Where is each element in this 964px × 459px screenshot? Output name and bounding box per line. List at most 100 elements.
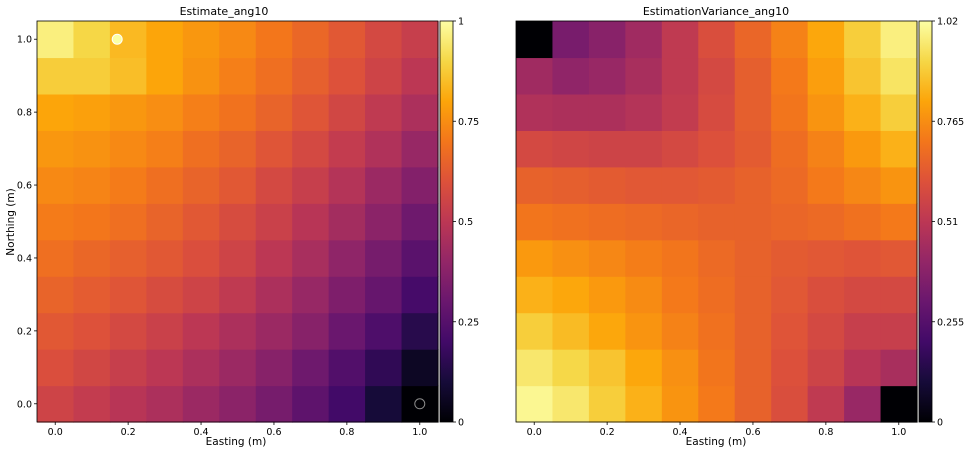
heatmap-cell: [661, 93, 699, 131]
heatmap-cell: [516, 166, 554, 204]
heatmap-cell: [552, 21, 590, 59]
x-axis-ticks: 0.0 0.2 0.4 0.6 0.8 1.0: [527, 422, 906, 438]
heatmap-cell: [880, 276, 918, 314]
heatmap-cell: [401, 349, 439, 387]
panel-estimation-variance: EstimationVariance_ang10 0.0 0.2 0.4 0.6 0.8…: [515, 5, 964, 448]
heatmap-cell: [880, 57, 918, 95]
colorbar: 0 0.255 0.51 0.765 1.02: [918, 17, 964, 429]
heatmap-cell: [588, 276, 626, 314]
heatmap-cell: [734, 166, 772, 204]
heatmap-cell: [844, 57, 882, 95]
colorbar-tick-label: 0.765: [937, 117, 964, 128]
heatmap-cell: [292, 166, 330, 204]
heatmap-cells: [516, 21, 918, 423]
heatmap-cell: [146, 276, 184, 314]
heatmap-cell: [255, 93, 293, 131]
heatmap-cell: [146, 385, 184, 423]
heatmap-cell: [292, 385, 330, 423]
heatmap-cell: [698, 385, 736, 423]
heatmap-cell: [146, 57, 184, 95]
heatmap-cell: [807, 57, 845, 95]
heatmap-cell: [661, 57, 699, 95]
colorbar: 0 0.25 0.5 0.75 1: [439, 17, 479, 429]
heatmap-cell: [401, 239, 439, 277]
heatmap-cell: [588, 385, 626, 423]
heatmap-cell: [516, 349, 554, 387]
heatmap-cell: [73, 93, 111, 131]
heatmap-cell: [255, 130, 293, 168]
heatmap-cell: [401, 21, 439, 59]
heatmap-cell: [807, 130, 845, 168]
heatmap-cell: [625, 203, 663, 241]
heatmap-cell: [219, 203, 257, 241]
heatmap-cell: [734, 93, 772, 131]
heatmap-cell: [771, 166, 809, 204]
heatmap-cell: [182, 312, 220, 350]
heatmap-cell: [73, 276, 111, 314]
heatmap-cell: [73, 312, 111, 350]
x-tick-label: 1.0: [412, 427, 427, 438]
heatmap-cell: [516, 203, 554, 241]
heatmap-cell: [219, 93, 257, 131]
chart-title: EstimationVariance_ang10: [643, 5, 789, 18]
x-tick-label: 0.8: [818, 427, 833, 438]
heatmap-cell: [661, 21, 699, 59]
heatmap-cell: [365, 166, 403, 204]
heatmap-cell: [516, 239, 554, 277]
heatmap-cell: [328, 239, 366, 277]
heatmap-cell: [516, 385, 554, 423]
heatmap-cell: [734, 57, 772, 95]
heatmap-cell: [37, 166, 75, 204]
chart-title: Estimate_ang10: [180, 5, 269, 18]
heatmap-cell: [661, 239, 699, 277]
x-tick-label: 0.8: [339, 427, 354, 438]
heatmap-cell: [771, 21, 809, 59]
colorbar-ticks: 0 0.255 0.51 0.765 1.02: [932, 17, 964, 429]
heatmap-cell: [698, 21, 736, 59]
heatmap-cell: [73, 57, 111, 95]
heatmap-cell: [328, 203, 366, 241]
colorbar-tick-label: 0.255: [937, 317, 964, 328]
heatmap-cell: [255, 312, 293, 350]
plot-frame: [36, 20, 439, 423]
heatmap-cell: [255, 203, 293, 241]
heatmap-cell: [37, 130, 75, 168]
heatmap-cell: [73, 349, 111, 387]
heatmap-cell: [292, 130, 330, 168]
heatmap-cell: [365, 385, 403, 423]
heatmap-cell: [109, 166, 147, 204]
heatmap-cell: [552, 239, 590, 277]
heatmap-cell: [146, 130, 184, 168]
x-tick-label: 0.2: [121, 427, 136, 438]
x-axis-label: Easting (m): [206, 436, 267, 448]
heatmap-cell: [625, 349, 663, 387]
heatmap-cell: [844, 349, 882, 387]
heatmap-cell: [734, 21, 772, 59]
heatmap-cell: [698, 276, 736, 314]
heatmap-cell: [328, 57, 366, 95]
heatmap-cell: [328, 130, 366, 168]
heatmap-cell: [661, 276, 699, 314]
heatmap-cell: [401, 57, 439, 95]
heatmap-cell: [182, 276, 220, 314]
heatmap-cell: [516, 130, 554, 168]
heatmap-cell: [182, 239, 220, 277]
heatmap-cell: [182, 349, 220, 387]
heatmap-cell: [552, 93, 590, 131]
data-markers: [111, 33, 426, 410]
heatmap-cell: [588, 57, 626, 95]
heatmap-cell: [552, 349, 590, 387]
colorbar-gradient: [439, 20, 454, 423]
heatmap-cell: [588, 312, 626, 350]
heatmap-cell: [588, 203, 626, 241]
heatmap-cell: [698, 349, 736, 387]
heatmap-cell: [401, 130, 439, 168]
heatmap-cell: [625, 166, 663, 204]
x-tick-label: 0.6: [266, 427, 281, 438]
heatmap-cell: [734, 385, 772, 423]
heatmap-cell: [771, 276, 809, 314]
heatmap-cell: [73, 21, 111, 59]
heatmap-cell: [219, 166, 257, 204]
